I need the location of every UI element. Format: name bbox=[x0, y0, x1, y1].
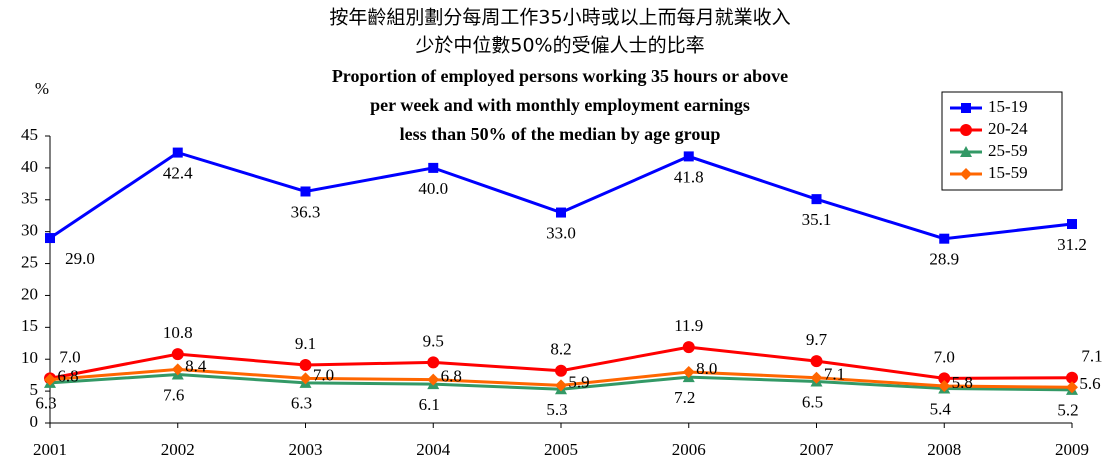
marker bbox=[299, 358, 312, 371]
marker bbox=[428, 162, 439, 173]
data-label: 10.8 bbox=[163, 323, 193, 342]
marker bbox=[45, 233, 55, 244]
data-label: 6.5 bbox=[802, 392, 823, 411]
marker bbox=[1066, 381, 1078, 394]
y-tick-label: 5 bbox=[30, 380, 39, 399]
y-tick-label: 45 bbox=[21, 125, 38, 144]
y-tick-label: 35 bbox=[21, 189, 38, 208]
marker bbox=[1066, 371, 1078, 384]
chart-subtitle: less than 50% of the median by age group bbox=[400, 124, 721, 144]
data-label: 7.1 bbox=[824, 365, 845, 384]
x-tick-label: 2007 bbox=[800, 440, 835, 459]
data-label: 29.0 bbox=[65, 249, 95, 268]
x-tick-label: 2001 bbox=[33, 440, 67, 459]
data-label: 5.6 bbox=[1079, 374, 1100, 393]
data-label: 35.1 bbox=[802, 210, 832, 229]
data-label: 36.3 bbox=[291, 202, 321, 221]
data-label: 5.8 bbox=[952, 373, 973, 392]
data-label: 11.9 bbox=[674, 316, 703, 335]
marker bbox=[171, 363, 184, 376]
data-label: 6.1 bbox=[419, 395, 440, 414]
y-tick-label: 20 bbox=[21, 284, 38, 303]
data-label: 7.2 bbox=[674, 388, 695, 407]
data-label: 9.7 bbox=[806, 330, 828, 349]
data-label: 6.8 bbox=[57, 367, 78, 386]
y-axis-label: % bbox=[35, 79, 49, 98]
y-tick-label: 10 bbox=[21, 348, 38, 367]
x-tick-label: 2002 bbox=[161, 440, 195, 459]
marker bbox=[555, 379, 567, 392]
data-label: 7.6 bbox=[163, 385, 184, 404]
data-label: 9.1 bbox=[295, 334, 316, 353]
legend-label: 20-24 bbox=[988, 119, 1028, 138]
marker bbox=[556, 207, 566, 218]
legend-label: 25-59 bbox=[988, 141, 1028, 160]
data-label: 7.0 bbox=[313, 365, 334, 384]
x-tick-label: 2008 bbox=[927, 440, 961, 459]
data-label: 5.3 bbox=[546, 400, 567, 419]
data-label: 5.9 bbox=[568, 372, 589, 391]
marker bbox=[682, 341, 695, 354]
marker bbox=[555, 364, 567, 377]
data-label: 33.0 bbox=[546, 223, 576, 242]
data-label: 40.0 bbox=[418, 179, 448, 198]
data-label: 6.3 bbox=[291, 394, 312, 413]
y-tick-label: 40 bbox=[21, 157, 38, 176]
marker bbox=[811, 194, 822, 205]
x-tick-label: 2005 bbox=[544, 440, 578, 459]
marker bbox=[44, 373, 56, 386]
x-tick-label: 2003 bbox=[289, 440, 323, 459]
data-label: 7.0 bbox=[59, 347, 80, 366]
chart-subtitle: Proportion of employed persons working 3… bbox=[332, 66, 788, 86]
data-label: 42.4 bbox=[163, 163, 193, 182]
marker bbox=[961, 103, 971, 113]
marker bbox=[427, 356, 440, 369]
marker bbox=[960, 168, 972, 180]
marker bbox=[938, 380, 951, 393]
data-label: 7.1 bbox=[1081, 347, 1102, 366]
data-label: 6.8 bbox=[441, 367, 462, 386]
marker bbox=[427, 373, 440, 386]
marker bbox=[300, 186, 311, 197]
data-label: 41.8 bbox=[674, 167, 704, 186]
x-tick-label: 2009 bbox=[1055, 440, 1089, 459]
x-tick-label: 2004 bbox=[416, 440, 451, 459]
marker bbox=[960, 124, 972, 136]
data-label: 6.3 bbox=[35, 394, 56, 413]
marker bbox=[171, 348, 184, 361]
marker bbox=[299, 372, 312, 385]
data-label: 28.9 bbox=[929, 250, 959, 269]
marker bbox=[1067, 219, 1077, 230]
y-tick-label: 25 bbox=[21, 252, 38, 271]
marker bbox=[682, 365, 695, 378]
y-tick-label: 15 bbox=[21, 316, 38, 335]
data-label: 31.2 bbox=[1057, 235, 1087, 254]
chart-title: 按年齡組別劃分每周工作35小時或以上而每月就業收入 bbox=[329, 7, 790, 29]
marker bbox=[960, 146, 972, 157]
data-label: 8.4 bbox=[185, 356, 207, 375]
data-label: 8.2 bbox=[550, 340, 571, 359]
marker bbox=[810, 371, 823, 384]
data-label: 5.2 bbox=[1057, 401, 1078, 420]
legend-label: 15-59 bbox=[988, 163, 1028, 182]
marker bbox=[938, 372, 951, 385]
marker bbox=[683, 151, 694, 162]
data-label: 5.4 bbox=[930, 399, 952, 418]
data-label: 8.0 bbox=[696, 359, 717, 378]
y-tick-label: 0 bbox=[30, 412, 39, 431]
y-tick-label: 30 bbox=[21, 221, 38, 240]
chart-title: 少於中位數50%的受僱人士的比率 bbox=[415, 35, 704, 57]
data-label: 9.5 bbox=[423, 331, 444, 350]
chart-subtitle: per week and with monthly employment ear… bbox=[370, 95, 750, 115]
x-tick-label: 2006 bbox=[672, 440, 706, 459]
data-label: 7.0 bbox=[934, 347, 955, 366]
marker bbox=[172, 147, 183, 158]
marker bbox=[810, 355, 823, 368]
marker bbox=[939, 233, 950, 244]
legend-label: 15-19 bbox=[988, 97, 1028, 116]
